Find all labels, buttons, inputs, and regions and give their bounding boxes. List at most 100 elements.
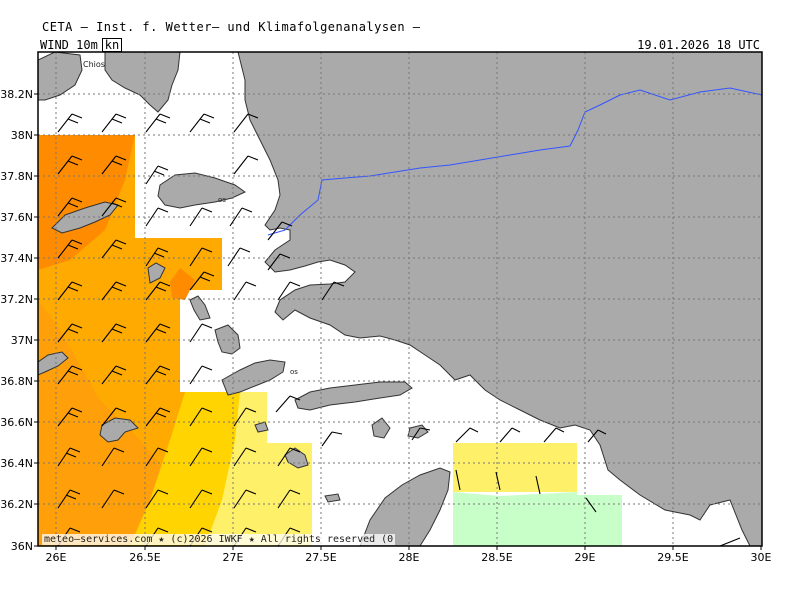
- wind-barb: [495, 471, 501, 491]
- wind-barb: [455, 469, 461, 491]
- wind-barb: [145, 407, 171, 427]
- place-label-chios: Chios: [83, 60, 105, 69]
- wind-barb: [101, 113, 127, 133]
- wind-barb: [101, 447, 125, 467]
- lat-label: 36.8N: [0, 375, 33, 388]
- map-header-title: CETA — Inst. f. Wetter— und Klimafolgena…: [42, 20, 421, 34]
- wind-barb: [233, 113, 259, 133]
- wind-barb: [189, 113, 215, 133]
- wind-barb: [189, 247, 213, 267]
- parameter-label: WIND 10m kn: [40, 38, 123, 52]
- wind-barb: [145, 489, 169, 509]
- wind-barb: [101, 197, 127, 217]
- wind-barb: [145, 323, 171, 343]
- land-rhodes: [359, 467, 451, 546]
- wind-barb: [101, 365, 127, 385]
- wind-barb: [321, 281, 345, 301]
- wind-barb: [189, 447, 213, 467]
- wind-barb: [189, 365, 213, 385]
- lat-labels: 38.2N 38N 37.8N 37.6N 37.4N 37.2N 37N 36…: [0, 88, 33, 553]
- lon-label: 27E: [223, 551, 244, 564]
- wind-barb: [321, 431, 343, 447]
- lat-label: 37.2N: [0, 293, 33, 306]
- wind-barb: [57, 239, 83, 259]
- lon-label: 28E: [399, 551, 420, 564]
- land-islet-a: [284, 447, 309, 469]
- wind-barb: [277, 447, 301, 467]
- wind-barb: [189, 407, 213, 427]
- place-label-samos: os: [218, 196, 226, 204]
- lat-label: 36.6N: [0, 416, 33, 429]
- wind-barb: [543, 427, 565, 443]
- wind-barbs: [57, 113, 741, 546]
- land-kalymnos: [221, 359, 286, 396]
- wind-barb: [229, 207, 253, 227]
- lon-label: 27.5E: [305, 551, 336, 564]
- wind-barb: [145, 247, 169, 267]
- wind-barb: [233, 281, 257, 301]
- wind-zone-strong-west: [38, 300, 165, 546]
- wind-barb: [189, 271, 215, 291]
- wind-barb: [267, 253, 291, 271]
- wind-barb: [535, 475, 541, 495]
- lat-label: 36N: [11, 540, 33, 553]
- wind-barb: [499, 427, 521, 443]
- wind-barb: [57, 323, 83, 343]
- wind-barb: [101, 407, 127, 427]
- wind-barb: [411, 427, 431, 441]
- land-astypalaia: [99, 417, 139, 443]
- lat-label: 36.4N: [0, 457, 33, 470]
- valid-datetime: 19.01.2026 18 UTC: [637, 38, 760, 52]
- copyright-footer: meteo—services.com ★ (c)2026 IWKF ★ All …: [42, 534, 396, 545]
- wind-barb: [145, 281, 171, 301]
- wind-barb: [57, 489, 81, 509]
- land-nisyros: [371, 417, 391, 439]
- lat-label: 37.6N: [0, 211, 33, 224]
- land-levitha: [254, 421, 269, 433]
- wind-barb: [101, 239, 127, 259]
- wind-barb: [587, 429, 607, 443]
- map-subbar: WIND 10m kn 19.01.2026 18 UTC: [38, 38, 762, 52]
- river-menderes: [267, 87, 762, 236]
- wind-barb: [101, 489, 125, 509]
- wind-barb: [233, 447, 257, 467]
- lon-label: 29E: [575, 551, 596, 564]
- lat-lon-grid: [38, 52, 762, 546]
- lon-label: 30E: [751, 551, 772, 564]
- land-lesvos: [38, 52, 83, 101]
- wind-barb: [145, 207, 169, 227]
- wind-barb: [189, 207, 213, 227]
- wind-barb: [101, 323, 127, 343]
- lat-label: 36.2N: [0, 498, 33, 511]
- lon-label: 26.5E: [129, 551, 160, 564]
- wind-zone-calm: [453, 492, 622, 546]
- wind-barb: [189, 489, 213, 509]
- parameter-name: WIND 10m: [40, 38, 98, 52]
- wind-barb: [57, 113, 83, 133]
- wind-barb: [57, 281, 83, 301]
- wind-barb: [101, 155, 127, 175]
- wind-barb: [233, 155, 259, 175]
- lat-label: 37.8N: [0, 170, 33, 183]
- lon-label: 28.5E: [481, 551, 512, 564]
- wind-zone-low: [205, 392, 312, 546]
- wind-barb: [145, 447, 169, 467]
- land-chios: [104, 52, 181, 113]
- land-fournoi: [147, 262, 166, 284]
- land-samos: [157, 172, 246, 209]
- wind-barb: [719, 537, 741, 546]
- wind-barb: [57, 197, 83, 217]
- wind-barb: [189, 323, 213, 343]
- lat-label: 37.4N: [0, 252, 33, 265]
- wind-barb: [227, 247, 251, 267]
- wind-barb: [455, 427, 479, 443]
- wind-barb: [57, 155, 83, 175]
- lat-label: 37N: [11, 334, 33, 347]
- lat-label: 38.2N: [0, 88, 33, 101]
- wind-barb: [57, 407, 83, 427]
- wind-barb: [585, 497, 597, 513]
- wind-barb: [277, 281, 301, 301]
- wind-barb: [57, 365, 83, 385]
- lon-labels: 26E 26.5E 27E 27.5E 28E 28.5E 29E 29.5E …: [46, 551, 772, 564]
